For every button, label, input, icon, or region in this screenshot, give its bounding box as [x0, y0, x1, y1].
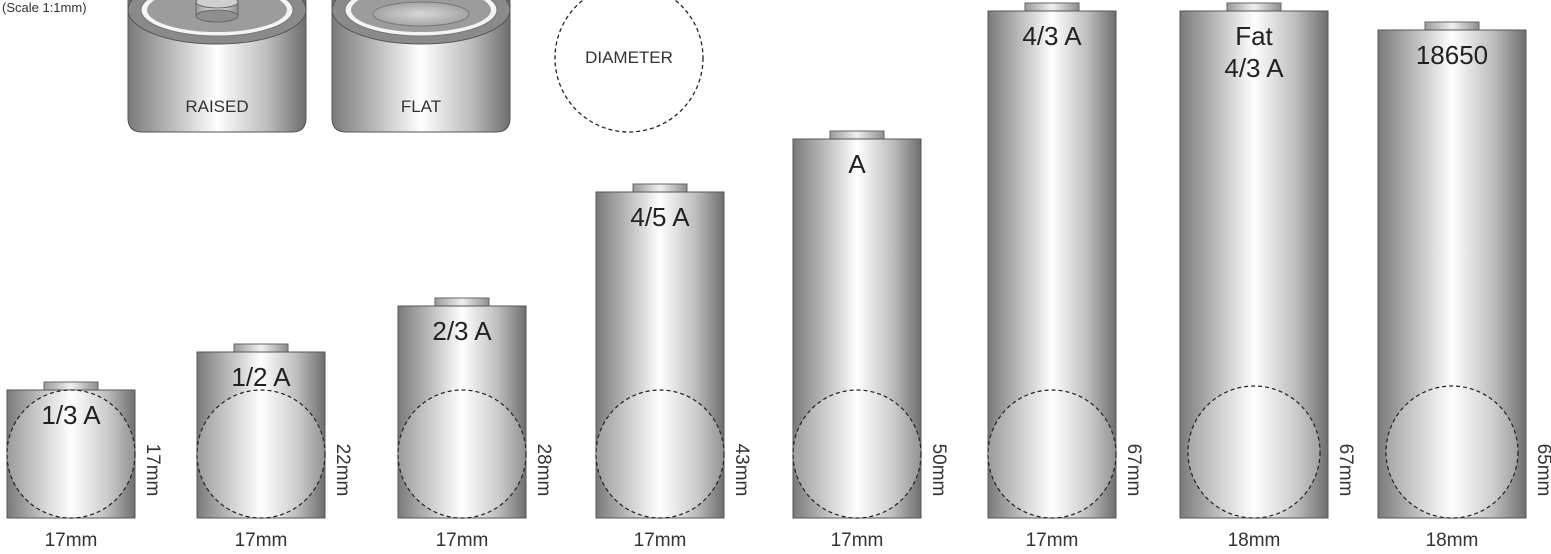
cell-body: [1179, 10, 1329, 519]
cell-name-label: 1/3 A: [41, 400, 101, 430]
cell-height-label: 22mm: [332, 444, 353, 497]
cell-terminal: [1226, 2, 1282, 12]
cell-name-label: Fat: [1235, 21, 1273, 51]
raised-terminal-illustration: RAISED: [127, 0, 307, 133]
scale-note: (Scale 1:1mm): [2, 0, 87, 15]
battery-cell: 18650 65mm 18mm: [1377, 21, 1551, 551]
cell-diameter-circle: [595, 389, 725, 519]
battery-cell: 4/5 A 43mm 17mm: [595, 183, 752, 551]
cell-diameter-circle: [987, 389, 1117, 519]
cell-width-label: 17mm: [1026, 530, 1079, 551]
cell-width-label: 17mm: [436, 530, 489, 551]
cell-name-label: A: [848, 149, 866, 179]
battery-cell: A 50mm 17mm: [792, 130, 949, 551]
cell-name-label: 4/3 A: [1224, 53, 1284, 83]
cell-name-label: 2/3 A: [432, 316, 492, 346]
cell-width-label: 17mm: [235, 530, 288, 551]
cell-name-label: 1/2 A: [231, 362, 291, 392]
cell-body: [595, 191, 725, 519]
flat-terminal-illustration: FLAT: [331, 0, 511, 133]
cell-terminal: [1024, 2, 1080, 12]
cell-name-label: 18650: [1416, 40, 1488, 70]
cell-height-label: 67mm: [1335, 444, 1356, 497]
cell-body: [196, 351, 326, 519]
flat-label: FLAT: [401, 97, 441, 116]
cell-height-label: 50mm: [928, 444, 949, 497]
cell-height-label: 28mm: [533, 444, 554, 497]
diameter-label: DIAMETER: [585, 48, 673, 67]
cell-terminal: [43, 381, 99, 391]
battery-cell: 1/2 A 22mm 17mm: [196, 343, 353, 551]
cell-diameter-circle: [196, 389, 326, 519]
cell-body: [987, 10, 1117, 519]
cell-body: [1377, 29, 1527, 519]
cell-height-label: 67mm: [1123, 444, 1144, 497]
cell-diameter-circle: [1385, 385, 1519, 519]
battery-cell: 2/3 A 28mm 17mm: [397, 297, 554, 551]
cell-name-label: 4/3 A: [1022, 21, 1082, 51]
cell-width-label: 17mm: [831, 530, 884, 551]
cell-width-label: 17mm: [45, 530, 98, 551]
cell-terminal: [829, 130, 885, 140]
battery-cell: 4/3 A 67mm 17mm: [987, 2, 1144, 551]
cell-body: [397, 305, 527, 519]
cell-terminal: [233, 343, 289, 353]
diameter-legend: DIAMETER: [554, 0, 704, 133]
battery-cell: 1/3 A 17mm 17mm: [6, 381, 163, 551]
cell-diameter-circle: [6, 389, 136, 519]
cell-terminal: [434, 297, 490, 307]
cell-diameter-circle: [397, 389, 527, 519]
cell-terminal: [1424, 21, 1480, 31]
raised-label: RAISED: [185, 97, 248, 116]
cell-height-label: 17mm: [142, 444, 163, 497]
cell-terminal: [632, 183, 688, 193]
cell-width-label: 17mm: [634, 530, 687, 551]
cell-width-label: 18mm: [1228, 530, 1281, 551]
cell-diameter-circle: [1187, 385, 1321, 519]
cell-height-label: 65mm: [1533, 444, 1551, 497]
cell-diameter-circle: [792, 389, 922, 519]
cell-width-label: 18mm: [1426, 530, 1479, 551]
cell-height-label: 43mm: [731, 444, 752, 497]
cell-name-label: 4/5 A: [630, 202, 690, 232]
